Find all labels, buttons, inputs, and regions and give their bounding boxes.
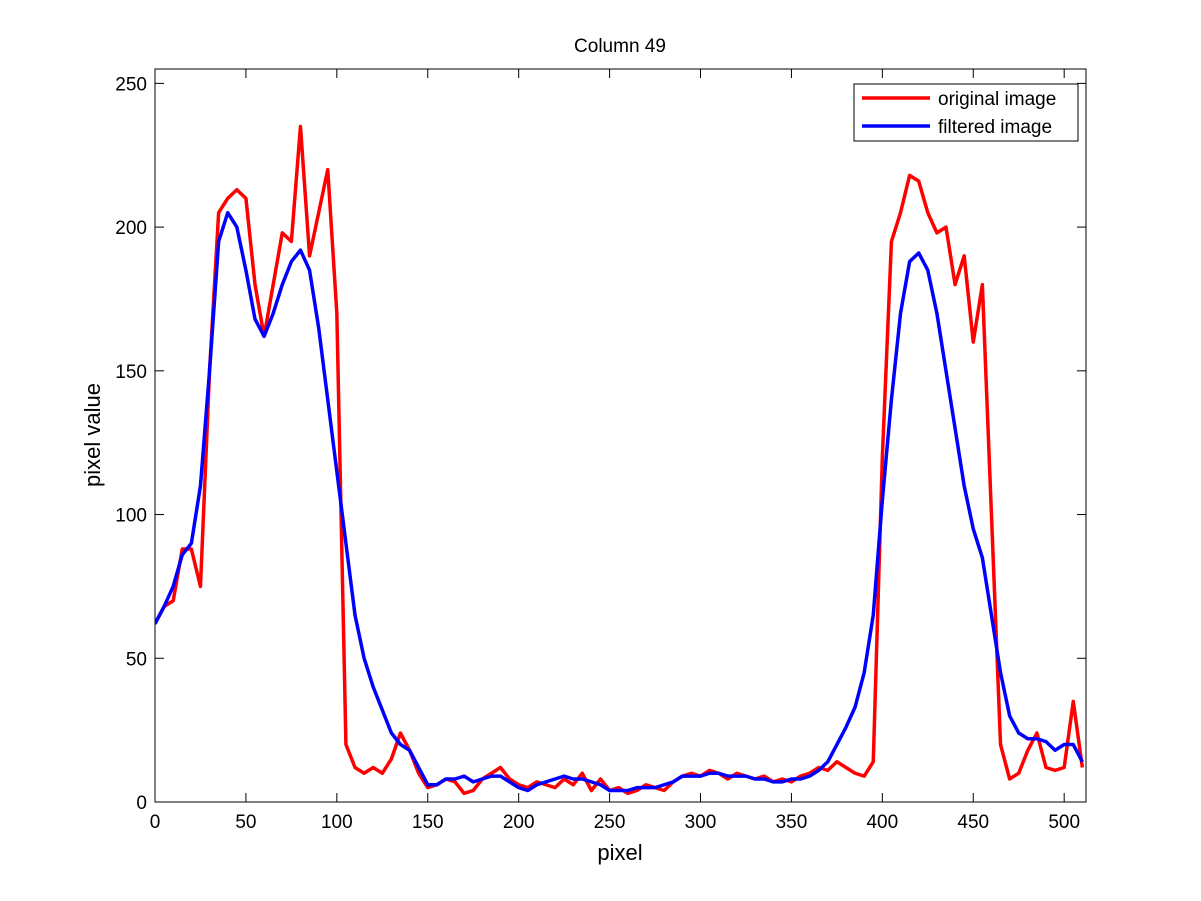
y-tick-label: 0 — [136, 793, 147, 814]
legend-box — [853, 83, 1079, 142]
x-tick-label: 250 — [594, 812, 626, 833]
x-tick-label: 200 — [503, 812, 535, 833]
x-tick-label: 350 — [776, 812, 808, 833]
chart-title: Column 49 — [574, 36, 666, 57]
y-tick-label: 200 — [115, 218, 147, 239]
y-tick-label: 250 — [115, 74, 147, 95]
legend-label: filtered image — [938, 117, 1052, 138]
legend-label: original image — [938, 89, 1056, 110]
x-tick-label: 400 — [866, 812, 898, 833]
x-tick-label: 500 — [1048, 812, 1080, 833]
legend: original image filtered image — [853, 83, 1079, 142]
x-tick-label: 50 — [235, 812, 256, 833]
x-tick-label: 100 — [321, 812, 353, 833]
x-tick-label: 150 — [412, 812, 444, 833]
x-tick-label: 300 — [685, 812, 717, 833]
plot-area — [154, 68, 1087, 803]
x-tick-label: 450 — [957, 812, 989, 833]
x-axis-label: pixel — [597, 840, 642, 865]
y-tick-label: 150 — [115, 362, 147, 383]
data-line — [155, 124, 1085, 796]
x-tick-label: 0 — [150, 812, 161, 833]
y-axis-label: pixel value — [80, 383, 105, 487]
y-tick-label: 50 — [126, 649, 147, 670]
y-tick-label: 100 — [115, 506, 147, 527]
data-line — [155, 210, 1084, 793]
